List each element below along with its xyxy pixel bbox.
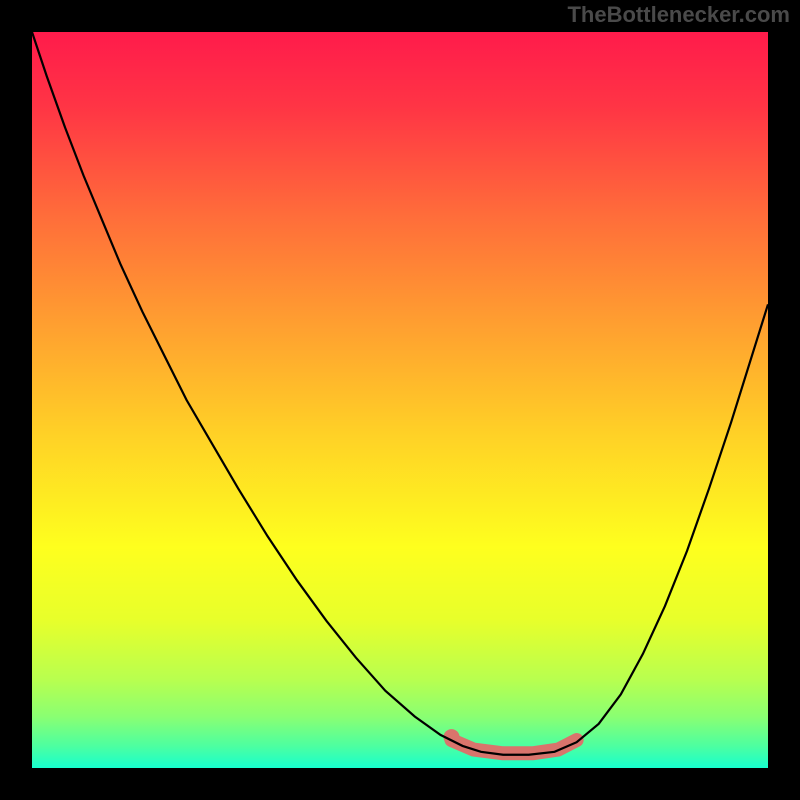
bottleneck-curve xyxy=(32,32,768,755)
attribution-text: TheBottlenecker.com xyxy=(567,2,790,28)
plot-area xyxy=(32,32,768,768)
chart-container: TheBottlenecker.com xyxy=(0,0,800,800)
curve-layer xyxy=(32,32,768,768)
